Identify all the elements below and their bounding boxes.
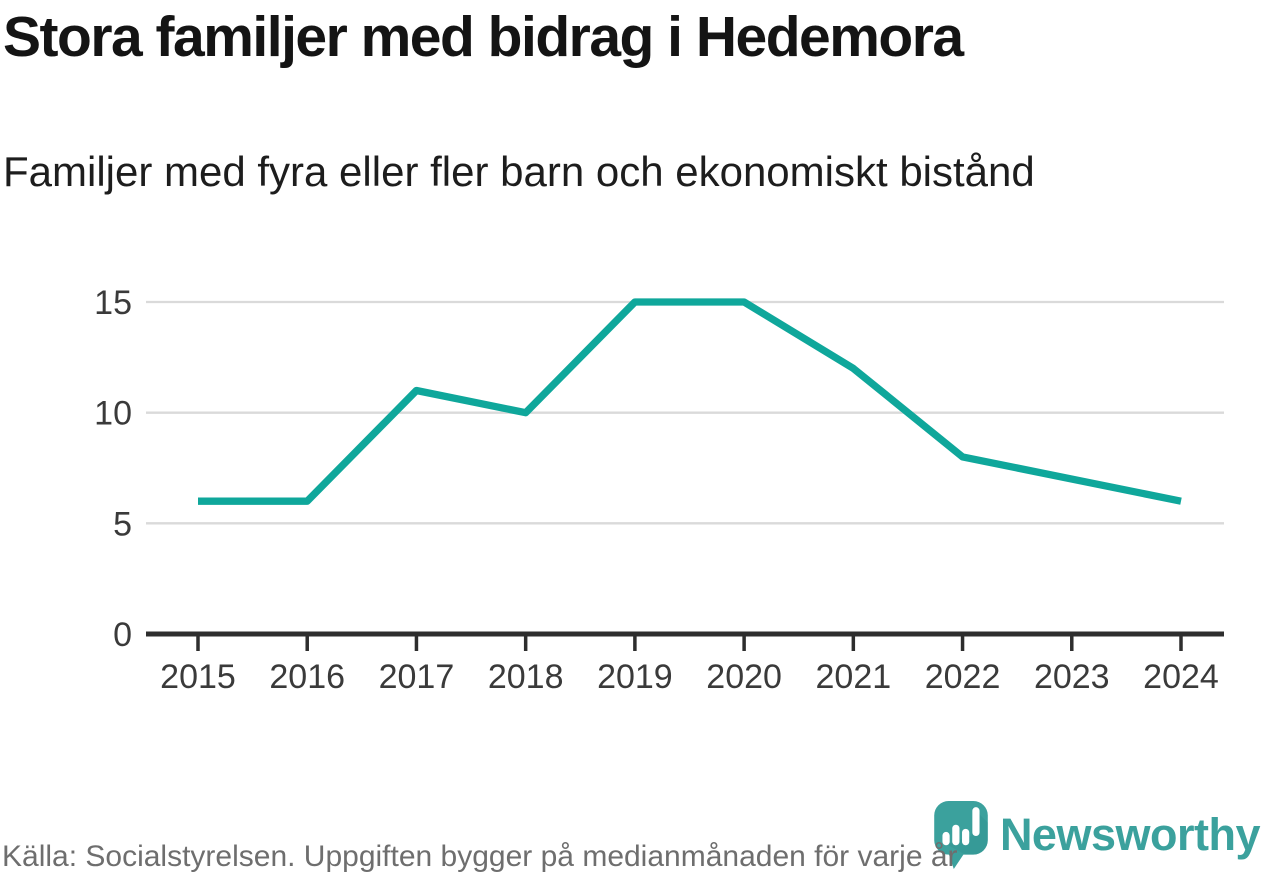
logo-bar-small bbox=[942, 831, 950, 846]
data-line bbox=[198, 298, 1182, 505]
chart-title: Stora familjer med bidrag i Hedemora bbox=[3, 5, 964, 69]
x-tick-label: 2019 bbox=[597, 658, 673, 696]
logo-bar-tall bbox=[972, 807, 980, 837]
newsworthy-speech-bubble-bar-chart-icon bbox=[934, 801, 988, 869]
x-tick-label: 2021 bbox=[816, 658, 892, 696]
x-tick-label: 2017 bbox=[379, 658, 455, 696]
x-tick-label: 2015 bbox=[160, 658, 236, 696]
y-tick-label: 10 bbox=[94, 395, 132, 433]
x-tick-label: 2023 bbox=[1034, 658, 1110, 696]
newsworthy-wordmark: Newsworthy bbox=[999, 809, 1261, 860]
x-tick-label: 2020 bbox=[706, 658, 782, 696]
chart-subtitle: Familjer med fyra eller fler barn och ek… bbox=[3, 148, 1035, 195]
logo-bar-medium bbox=[952, 824, 960, 846]
x-tick-label: 2018 bbox=[488, 658, 564, 696]
logo-bubble-tail bbox=[947, 850, 967, 869]
logo-bar-low bbox=[961, 828, 970, 846]
y-tick-label: 15 bbox=[94, 284, 132, 322]
x-tick-label: 2024 bbox=[1143, 658, 1219, 696]
newsworthy-logo: Newsworthy bbox=[930, 801, 1261, 869]
y-tick-label: 0 bbox=[113, 616, 132, 654]
line-chart: 2015 2016 2017 2018 2019 2020 2021 2022 2023 2024… bbox=[94, 284, 1224, 696]
source-note: Källa: Socialstyrelsen. Uppgiften bygger… bbox=[2, 840, 958, 873]
y-tick-label: 5 bbox=[113, 505, 132, 543]
x-tick-label: 2016 bbox=[269, 658, 345, 696]
x-tick-label: 2022 bbox=[925, 658, 1001, 696]
